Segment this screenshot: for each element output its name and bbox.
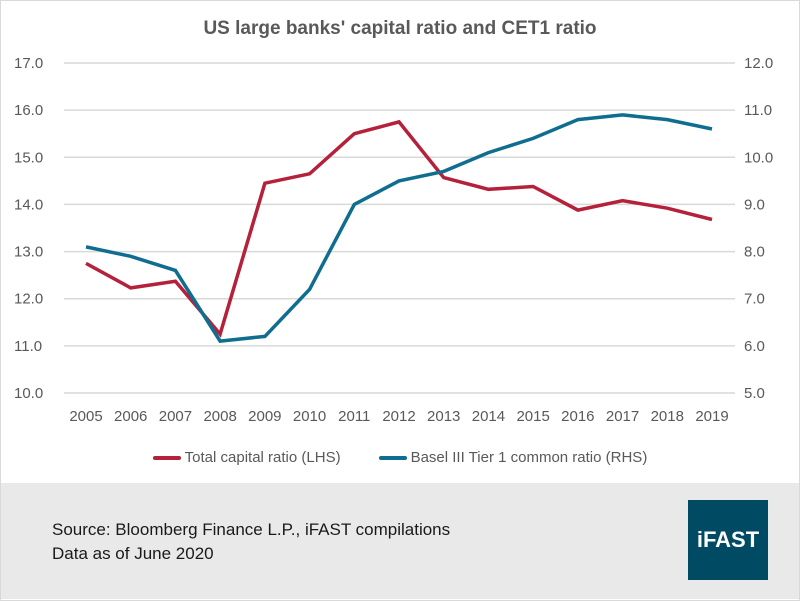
y-tick-right: 11.0 (744, 102, 772, 119)
y-tick-right: 5.0 (744, 385, 765, 402)
x-tick: 2010 (293, 408, 326, 425)
x-tick: 2009 (248, 408, 281, 425)
legend-label-total-capital: Total capital ratio (LHS) (184, 449, 341, 466)
y-tick-right: 10.0 (744, 149, 773, 166)
y-tick-right: 12.0 (744, 55, 773, 72)
y-tick-right: 9.0 (744, 196, 765, 213)
legend-label-basel-tier1: Basel III Tier 1 common ratio (RHS) (410, 449, 648, 466)
ifast-logo: iFAST (688, 500, 768, 580)
chart-title: US large banks' capital ratio and CET1 r… (203, 18, 597, 39)
legend-swatch-basel-tier1 (378, 455, 407, 460)
x-tick: 2018 (651, 408, 684, 425)
y-tick-left: 13.0 (14, 244, 43, 261)
x-tick: 2017 (606, 408, 639, 425)
x-tick: 2015 (516, 408, 549, 425)
source-note: Source: Bloomberg Finance L.P., iFAST co… (52, 518, 450, 566)
x-tick: 2005 (69, 408, 102, 425)
source-line: Source: Bloomberg Finance L.P., iFAST co… (52, 520, 451, 539)
legend-item-basel-tier1: Basel III Tier 1 common ratio (RHS) (378, 449, 648, 466)
x-tick: 2008 (203, 408, 236, 425)
y-tick-left: 15.0 (14, 149, 43, 166)
y-tick-left: 14.0 (14, 196, 43, 213)
y-tick-right: 8.0 (744, 244, 765, 261)
series-line-total-capital (85, 119, 713, 338)
chart-legend: Total capital ratio (LHS) Basel III Tier… (0, 449, 800, 466)
footer-panel: Source: Bloomberg Finance L.P., iFAST co… (1, 483, 799, 599)
legend-swatch-total-capital (152, 455, 181, 460)
x-tick: 2014 (472, 408, 505, 425)
y-tick-left: 11.0 (14, 338, 42, 355)
x-tick: 2007 (159, 408, 192, 425)
y-tick-left: 16.0 (14, 102, 43, 119)
y-tick-right: 7.0 (744, 291, 765, 308)
y-tick-right: 6.0 (744, 338, 765, 355)
x-tick: 2011 (338, 408, 370, 425)
series-line-basel-tier1 (85, 113, 713, 343)
x-tick: 2019 (695, 408, 728, 425)
y-tick-left: 17.0 (14, 55, 43, 72)
y-tick-left: 12.0 (14, 291, 43, 308)
x-tick: 2016 (561, 408, 594, 425)
chart-plot: 17.0 16.0 15.0 14.0 13.0 12.0 11.0 10.0 12.0 11.… (14, 55, 773, 425)
x-tick: 2013 (427, 408, 460, 425)
x-tick: 2006 (114, 408, 147, 425)
x-tick: 2012 (382, 408, 415, 425)
date-line: Data as of June 2020 (52, 544, 214, 563)
y-tick-left: 10.0 (14, 385, 43, 402)
legend-item-total-capital: Total capital ratio (LHS) (152, 449, 341, 466)
